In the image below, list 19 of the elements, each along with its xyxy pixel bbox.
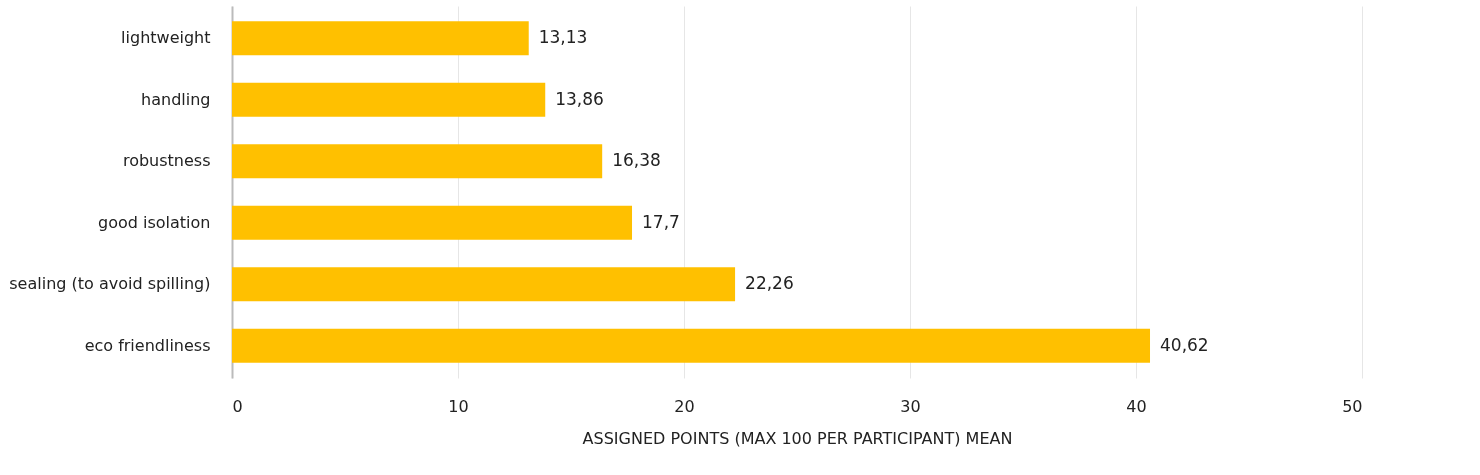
x-tick-label: 30 <box>900 396 921 416</box>
y-tick-label: eco friendliness <box>84 335 211 355</box>
data-label: 22,26 <box>745 273 794 294</box>
x-axis-title: ASSIGNED POINTS (MAX 100 PER PARTICIPANT) MEAN <box>582 428 1013 448</box>
y-tick-label: lightweight <box>121 28 211 48</box>
data-label: 13,86 <box>555 88 604 109</box>
data-label: 40,62 <box>1160 334 1209 355</box>
data-label: 17,7 <box>642 211 680 232</box>
y-tick-label: good isolation <box>98 212 211 232</box>
x-tick-label: 0 <box>232 396 243 416</box>
y-tick-label: sealing (to avoid spilling) <box>9 274 211 294</box>
data-label: 16,38 <box>612 150 661 171</box>
y-tick-label: handling <box>141 89 211 109</box>
data-label: 13,13 <box>538 27 588 48</box>
x-tick-label: 20 <box>674 396 695 416</box>
x-tick-label: 10 <box>448 396 469 416</box>
x-tick-label: 50 <box>1342 396 1363 416</box>
x-tick-label: 40 <box>1126 396 1147 416</box>
y-tick-label: robustness <box>122 151 211 171</box>
